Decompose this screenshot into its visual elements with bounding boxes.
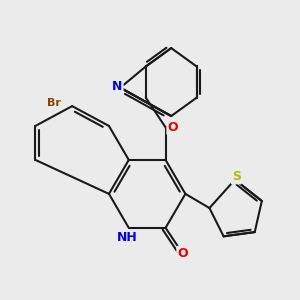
Text: N: N: [112, 80, 123, 93]
Text: NH: NH: [117, 231, 138, 244]
Text: S: S: [232, 170, 241, 183]
Text: O: O: [177, 247, 188, 260]
Text: O: O: [167, 121, 178, 134]
Text: Br: Br: [47, 98, 61, 108]
